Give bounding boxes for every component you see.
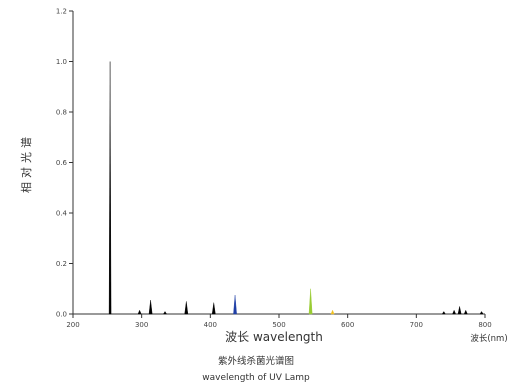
y-tick-label: 1.2 xyxy=(56,8,67,16)
y-tick-label: 0.6 xyxy=(56,159,68,167)
chart-ticks: 200 300 400 500 600 700 800 0.0 0.2 0.4 0.6 0.8 1.0 1… xyxy=(56,8,492,330)
x-tick-label: 500 xyxy=(272,321,285,329)
spectrum-peak xyxy=(330,309,335,315)
spectrum-peak xyxy=(479,311,484,315)
spectrum-peak xyxy=(108,61,112,315)
spectrum-peak xyxy=(148,300,153,315)
chart-title: 紫外线杀菌光谱图 xyxy=(218,355,294,367)
spectrum-peak xyxy=(457,306,462,315)
chart-axes xyxy=(72,11,485,315)
spectrum-peak xyxy=(308,288,313,315)
y-axis-title: 相对光谱 xyxy=(19,133,33,193)
x-tick-label: 600 xyxy=(341,321,354,329)
spectrum-peak xyxy=(137,309,142,315)
chart-peaks xyxy=(108,61,484,315)
spectrum-peak xyxy=(163,311,167,315)
x-tick-label: 300 xyxy=(135,321,148,329)
spectrum-peak xyxy=(441,311,446,315)
spectrum-peak xyxy=(211,302,216,315)
spectrum-peak xyxy=(463,309,468,315)
x-axis-unit-label: 波长(nm) xyxy=(470,333,507,344)
spectrum-peak xyxy=(233,295,237,315)
y-tick-label: 1.0 xyxy=(56,58,67,66)
x-tick-label: 200 xyxy=(66,321,79,329)
x-tick-label: 400 xyxy=(204,321,217,329)
spectrum-peak xyxy=(184,301,189,315)
y-tick-label: 0.2 xyxy=(56,260,67,268)
x-axis-title: 波长 wavelength xyxy=(225,330,323,344)
y-tick-label: 0.4 xyxy=(56,210,68,218)
y-tick-label: 0.8 xyxy=(56,109,67,117)
chart-subtitle: wavelength of UV Lamp xyxy=(202,373,310,383)
spectrum-peak xyxy=(452,309,457,315)
x-tick-label: 700 xyxy=(410,321,423,329)
y-tick-label: 0.0 xyxy=(56,311,67,319)
x-tick-label: 800 xyxy=(478,321,491,329)
